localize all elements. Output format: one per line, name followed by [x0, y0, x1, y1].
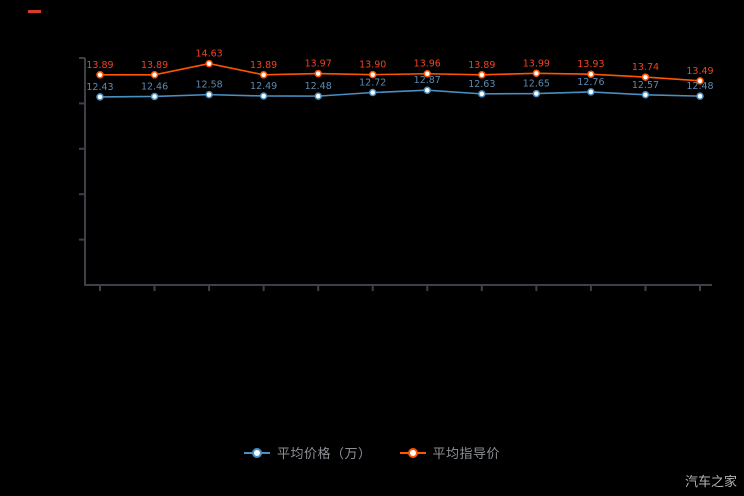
data-point[interactable] [641, 73, 650, 81]
data-point[interactable] [205, 59, 213, 68]
data-label: 13.89 [250, 60, 277, 71]
data-label: 14.63 [195, 49, 222, 60]
data-label: 12.58 [195, 80, 222, 91]
data-label: 13.74 [632, 62, 659, 73]
data-point[interactable] [478, 90, 486, 98]
data-label: 13.89 [86, 60, 113, 71]
data-label: 12.43 [86, 82, 113, 93]
data-point[interactable] [96, 71, 104, 79]
data-label: 13.90 [359, 60, 386, 71]
data-label: 13.99 [523, 58, 550, 69]
data-point[interactable] [150, 71, 159, 79]
data-label: 12.72 [359, 78, 386, 89]
data-point[interactable] [478, 71, 486, 79]
watermark-autohome: 汽车之家 [684, 475, 737, 490]
data-label: 13.96 [414, 59, 441, 70]
data-label: 12.65 [523, 79, 550, 90]
data-label: 12.49 [250, 81, 277, 92]
data-point[interactable] [696, 77, 704, 85]
chart-axes [84, 58, 712, 286]
data-point[interactable] [368, 70, 377, 79]
legend-dot-icon [407, 447, 418, 458]
data-point[interactable] [423, 86, 432, 94]
legend-item-average-price[interactable]: 平均价格（万） [243, 443, 372, 462]
data-label: 12.57 [632, 80, 659, 91]
data-label: 12.48 [686, 81, 713, 92]
legend-line-marker-blue [243, 447, 270, 458]
legend-item-guide-price[interactable]: 平均指导价 [399, 443, 501, 462]
data-point[interactable] [96, 93, 104, 101]
legend-label-average-price: 平均价格（万） [276, 447, 372, 462]
chart-legend: 平均价格（万） 平均指导价 [0, 443, 744, 462]
data-label: 12.46 [141, 81, 168, 92]
data-point[interactable] [259, 71, 268, 79]
data-point[interactable] [150, 92, 159, 101]
legend-label-guide-price: 平均指导价 [432, 447, 501, 462]
data-point[interactable] [368, 88, 377, 97]
data-label: 12.76 [577, 77, 604, 88]
data-label: 12.63 [468, 79, 495, 90]
legend-line-marker-orange [399, 447, 426, 458]
data-point[interactable] [423, 69, 432, 78]
data-point[interactable] [259, 92, 268, 100]
red-dash-mark [28, 10, 41, 13]
data-point[interactable] [532, 69, 541, 78]
data-point[interactable] [314, 69, 322, 78]
series-line-1 [100, 62, 701, 82]
data-label: 13.89 [141, 60, 168, 71]
data-point[interactable] [205, 90, 213, 99]
data-point[interactable] [314, 92, 322, 100]
data-label: 13.97 [305, 59, 332, 70]
data-point[interactable] [641, 91, 650, 99]
data-label: 12.87 [414, 75, 441, 86]
data-label: 12.48 [305, 81, 332, 92]
series-line-0 [99, 89, 701, 98]
data-point[interactable] [587, 70, 595, 78]
data-point[interactable] [696, 92, 704, 100]
data-point[interactable] [532, 89, 541, 98]
data-label: 13.49 [686, 66, 713, 77]
data-point[interactable] [587, 88, 595, 96]
data-label: 13.93 [577, 59, 604, 70]
data-label: 13.89 [468, 60, 495, 71]
legend-dot-icon [251, 447, 262, 458]
